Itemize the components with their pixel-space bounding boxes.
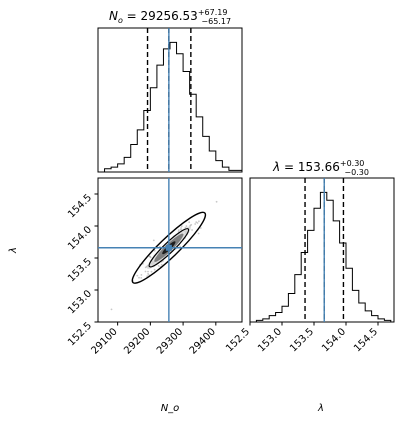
hist-n-o-step-line: [104, 41, 243, 172]
scatter-point: [160, 263, 163, 266]
y-tick-label-lambda: 154.0: [66, 224, 94, 252]
scatter-point: [157, 265, 160, 267]
title-n-o: No = 29256.53+67.19 −65.17: [109, 8, 231, 26]
scatter-point: [158, 245, 161, 248]
scatter-point: [197, 232, 200, 235]
contour-inner: [148, 228, 190, 268]
scatter-point: [190, 223, 193, 226]
scatter-point: [196, 222, 199, 224]
x-axis-label-n-o: N_o: [161, 403, 180, 414]
scatter-point: [179, 245, 182, 248]
hist-lambda-frame: [249, 177, 395, 323]
scatter-point: [180, 227, 183, 229]
scatter-point: [188, 221, 191, 224]
scatter-point: [153, 249, 156, 252]
y-tick-label-lambda: 153.0: [66, 288, 94, 316]
title-lambda: λ = 153.66+0.30 −0.30: [272, 159, 369, 177]
x-tick-label-n-o: 29400: [188, 326, 218, 356]
x-tick-label-n-o: 29300: [155, 326, 185, 356]
scatter-point: [179, 228, 182, 231]
contour-outer: [131, 211, 207, 284]
scatter-point: [150, 270, 153, 273]
scatter-point: [194, 223, 197, 225]
y-tick-label-lambda: 154.5: [66, 192, 94, 220]
scatter-point: [144, 266, 147, 269]
scatter-point: [199, 227, 202, 229]
scatter-point: [185, 225, 188, 228]
hist-n-o-panel: [97, 27, 243, 173]
scatter-point: [153, 268, 156, 271]
scatter-point: [147, 273, 150, 275]
scatter-point: [195, 221, 198, 224]
scatter-point: [215, 200, 218, 203]
scatter-point: [138, 276, 140, 279]
scatter-point: [180, 225, 183, 228]
scatter-point: [140, 274, 143, 276]
scatter-point: [110, 308, 113, 311]
scatter-n-o-lambda-panel: [97, 177, 243, 323]
x-tick-label-lambda: 152.5: [224, 326, 252, 354]
y-axis-label-lambda: λ: [8, 247, 19, 254]
scatter-point: [198, 220, 200, 223]
hist-n-o-frame: [97, 27, 243, 173]
x-axis-label-lambda: λ: [317, 403, 324, 414]
scatter-point: [191, 229, 194, 231]
x-tick-label-lambda: 154.0: [320, 326, 348, 354]
scatter-point: [177, 229, 180, 232]
scatter-frame: [97, 177, 243, 323]
truth-marker: [165, 244, 172, 251]
x-tick-label-n-o: 29100: [89, 326, 119, 356]
scatter-point: [140, 277, 143, 279]
x-tick-label-lambda: 153.5: [288, 326, 316, 354]
x-tick-label-n-o: 29200: [122, 326, 152, 356]
x-tick-label-lambda: 153.0: [256, 326, 284, 354]
scatter-point: [152, 239, 155, 242]
scatter-point: [147, 270, 149, 273]
scatter-point: [144, 270, 147, 273]
scatter-point: [136, 274, 139, 277]
y-tick-label-lambda: 153.5: [66, 256, 94, 284]
y-tick-label-lambda: 152.5: [66, 320, 94, 348]
x-tick-label-lambda: 154.5: [352, 326, 380, 354]
hist-lambda-panel: [249, 177, 395, 323]
